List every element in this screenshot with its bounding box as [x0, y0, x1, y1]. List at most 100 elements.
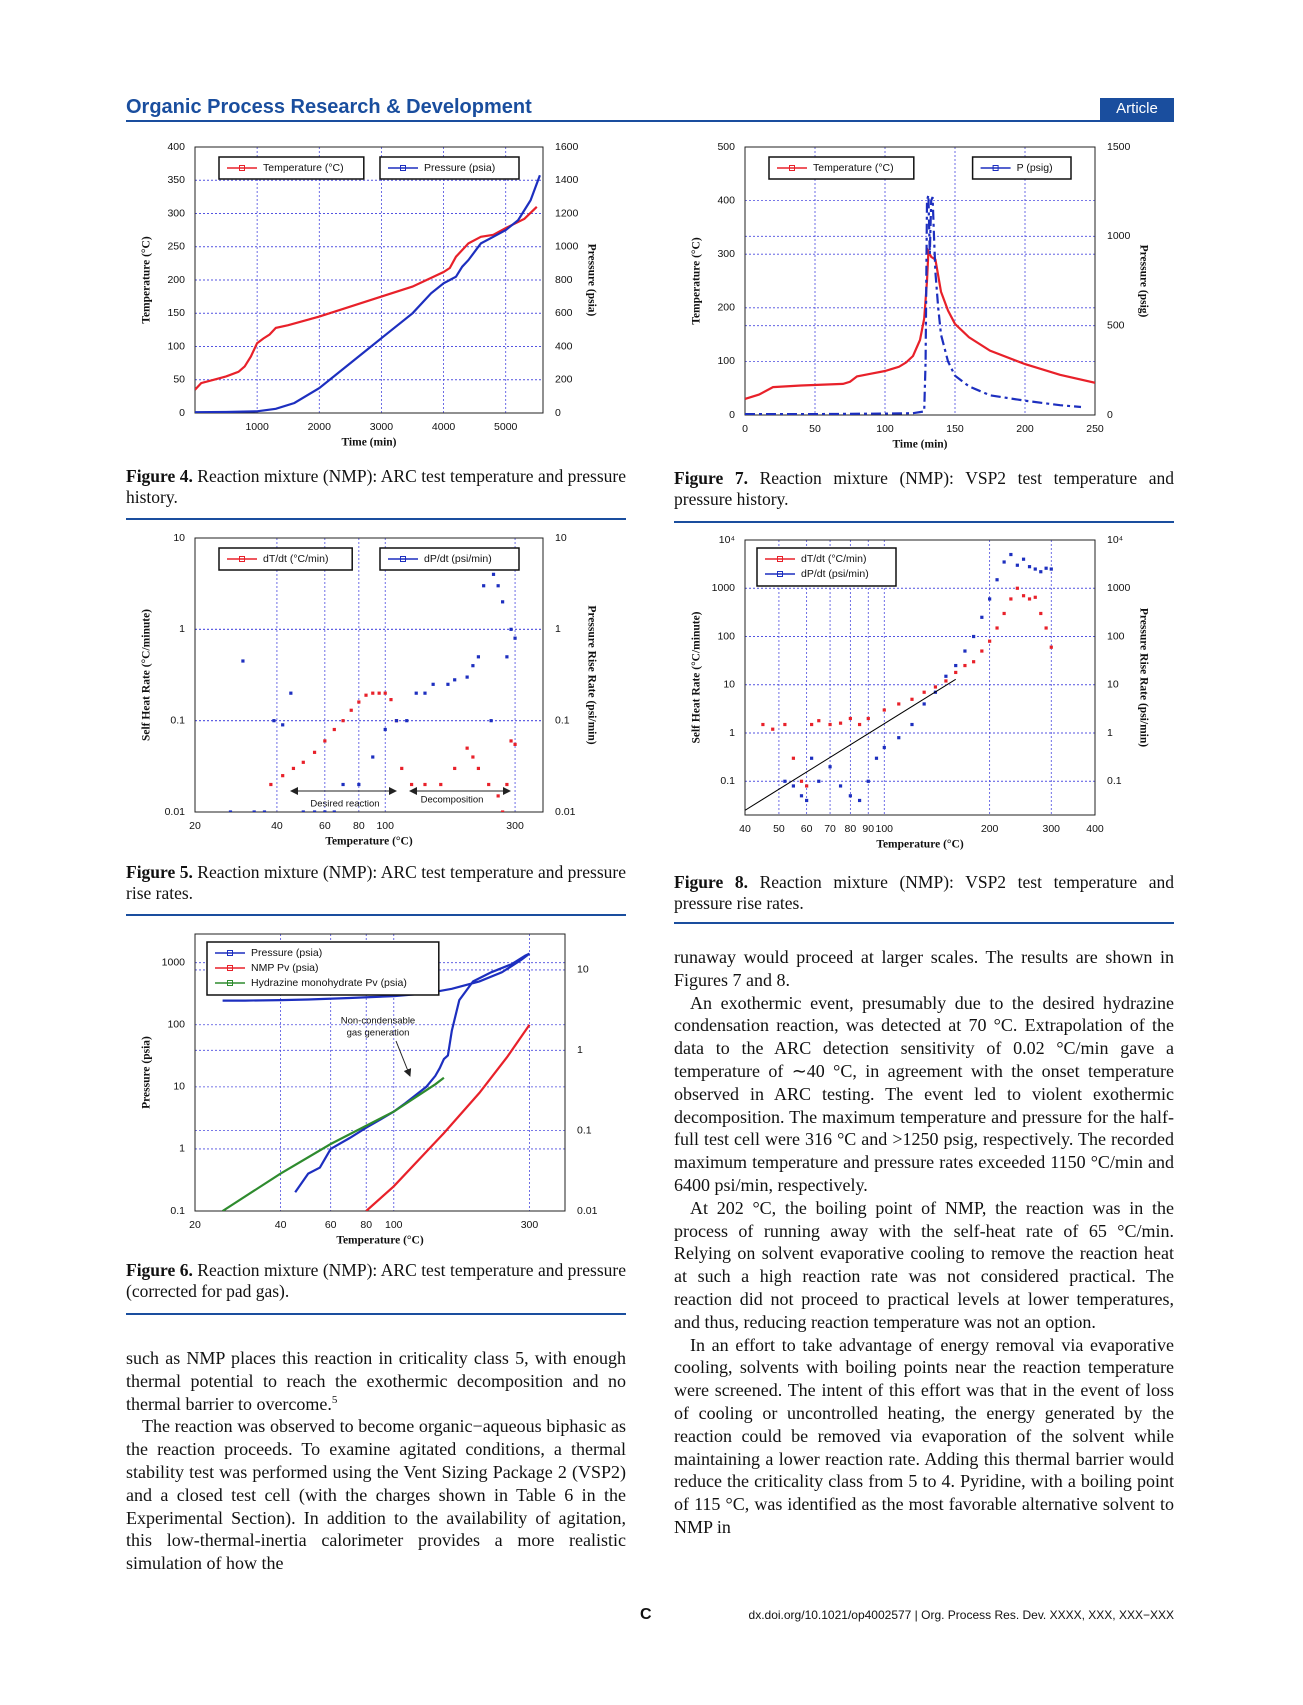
annotation-arrow: [395, 1040, 412, 1077]
y-tick-label: 0.1: [170, 714, 185, 726]
caption: Figure 6. Reaction mixture (NMP): ARC te…: [126, 1260, 626, 1302]
x-tick-label: 400: [1086, 823, 1104, 835]
data-point: [954, 670, 958, 675]
rule: [126, 518, 626, 520]
data-point: [972, 660, 976, 664]
data-point: [1015, 586, 1019, 590]
data-point: [1027, 565, 1032, 569]
data-point: [262, 810, 267, 812]
data-point: [838, 784, 843, 788]
x-tick-label: 80: [360, 1219, 372, 1231]
data-point: [910, 697, 914, 701]
data-point: [1039, 570, 1043, 574]
y2-tick-label: 1200: [555, 207, 579, 219]
legend-label: Pressure (psia): [251, 947, 322, 959]
y2-tick-label: 1000: [1107, 230, 1131, 242]
data-point: [988, 597, 992, 601]
x-tick-label: 3000: [370, 421, 394, 433]
data-point: [414, 691, 418, 695]
paragraph: runaway would proceed at larger scales. …: [674, 947, 1174, 990]
y2-axis-label: Pressure Rise Rate (psi/min): [585, 605, 597, 744]
x-tick-label: 100: [376, 820, 394, 832]
x-tick-label: 200: [1016, 423, 1034, 435]
y-axis-label: Self Heat Rate (°C/minute): [691, 611, 703, 743]
data-line: [195, 174, 541, 413]
data-point: [1033, 567, 1037, 571]
data-layer: [745, 552, 1053, 811]
x-tick-label: 60: [801, 823, 813, 835]
x-tick-label: 50: [773, 823, 785, 835]
legend-box: [218, 547, 353, 571]
y-tick-label: 200: [717, 302, 735, 314]
caption-label: Figure 5.: [126, 862, 193, 882]
y-tick-label: 1: [729, 727, 735, 739]
y2-tick-label: 1400: [555, 174, 579, 186]
data-point: [332, 810, 336, 812]
data-point: [848, 794, 852, 798]
data-point: [323, 810, 327, 812]
data-point: [509, 627, 513, 631]
data-point: [897, 736, 901, 740]
y-tick-label: 1: [179, 623, 185, 635]
paragraph: The reaction was observed to become orga…: [126, 1416, 626, 1574]
y2-tick-label: 800: [555, 274, 573, 286]
rule: [126, 914, 626, 916]
data-point: [1015, 563, 1019, 567]
rule: [674, 521, 1174, 523]
legend-marker: [777, 556, 783, 562]
annotation: Desired reaction: [310, 799, 379, 810]
caption-text: Reaction mixture (NMP): ARC test tempera…: [126, 862, 626, 903]
x-tick-label: 300: [506, 820, 524, 832]
data-point: [453, 766, 457, 771]
caption-label: Figure 4.: [126, 466, 193, 486]
plot-frame: [194, 146, 544, 414]
y-tick-label: 150: [167, 307, 185, 319]
legend-label: Temperature (°C): [263, 162, 344, 174]
paragraph: In an effort to take advantage of energy…: [674, 1334, 1174, 1537]
data-point: [505, 782, 509, 787]
data-point: [954, 663, 958, 668]
legend-label: Hydrazine monohydrate Pv (psia): [251, 977, 407, 989]
data-point: [805, 784, 809, 788]
data-point: [1009, 597, 1013, 601]
x-tick-label: 200: [981, 823, 999, 835]
legend-label: Temperature (°C): [813, 162, 894, 174]
data-line: [745, 194, 1082, 415]
data-point: [476, 655, 481, 659]
legend-marker: [239, 556, 245, 562]
data-point: [963, 663, 967, 668]
data-point: [272, 719, 276, 723]
y-axis-label: Pressure (psia): [141, 1036, 153, 1109]
data-point: [972, 634, 976, 639]
right-column: runaway would proceed at larger scales. …: [674, 946, 1174, 1539]
y2-tick-label: 1000: [555, 241, 579, 253]
x-tick-label: 4000: [432, 421, 456, 433]
data-point: [471, 664, 475, 668]
caption-text: Reaction mixture (NMP): VSP2 test temper…: [674, 872, 1174, 913]
legend-label: P (psig): [1017, 162, 1053, 174]
y-tick-label: 500: [717, 141, 735, 153]
y2-tick-label: 10: [1107, 679, 1119, 691]
data-point: [1044, 626, 1048, 630]
data-point: [446, 682, 450, 686]
data-point: [1044, 566, 1048, 570]
legend-marker: [400, 556, 406, 562]
legend-label: dP/dt (psi/min): [424, 553, 492, 565]
legend-label: dT/dt (°C/min): [263, 553, 328, 565]
y2-tick-label: 1: [577, 1044, 583, 1056]
article-tag: Article: [1100, 98, 1174, 120]
legend-label: dP/dt (psi/min): [801, 568, 869, 580]
data-point: [771, 727, 775, 731]
y2-tick-label: 1500: [1107, 141, 1131, 153]
x-tick-label: 300: [1043, 823, 1061, 835]
data-point: [980, 649, 984, 653]
citation-ref: 5: [331, 1393, 338, 1406]
data-point: [228, 810, 233, 812]
data-point: [383, 727, 387, 732]
data-line: [745, 247, 1095, 400]
data-layer: [745, 194, 1095, 415]
chart: 0 50 100 150 200 2500100200300400500050010001…: [691, 141, 1150, 451]
data-point: [323, 739, 327, 743]
data-point: [409, 782, 414, 787]
